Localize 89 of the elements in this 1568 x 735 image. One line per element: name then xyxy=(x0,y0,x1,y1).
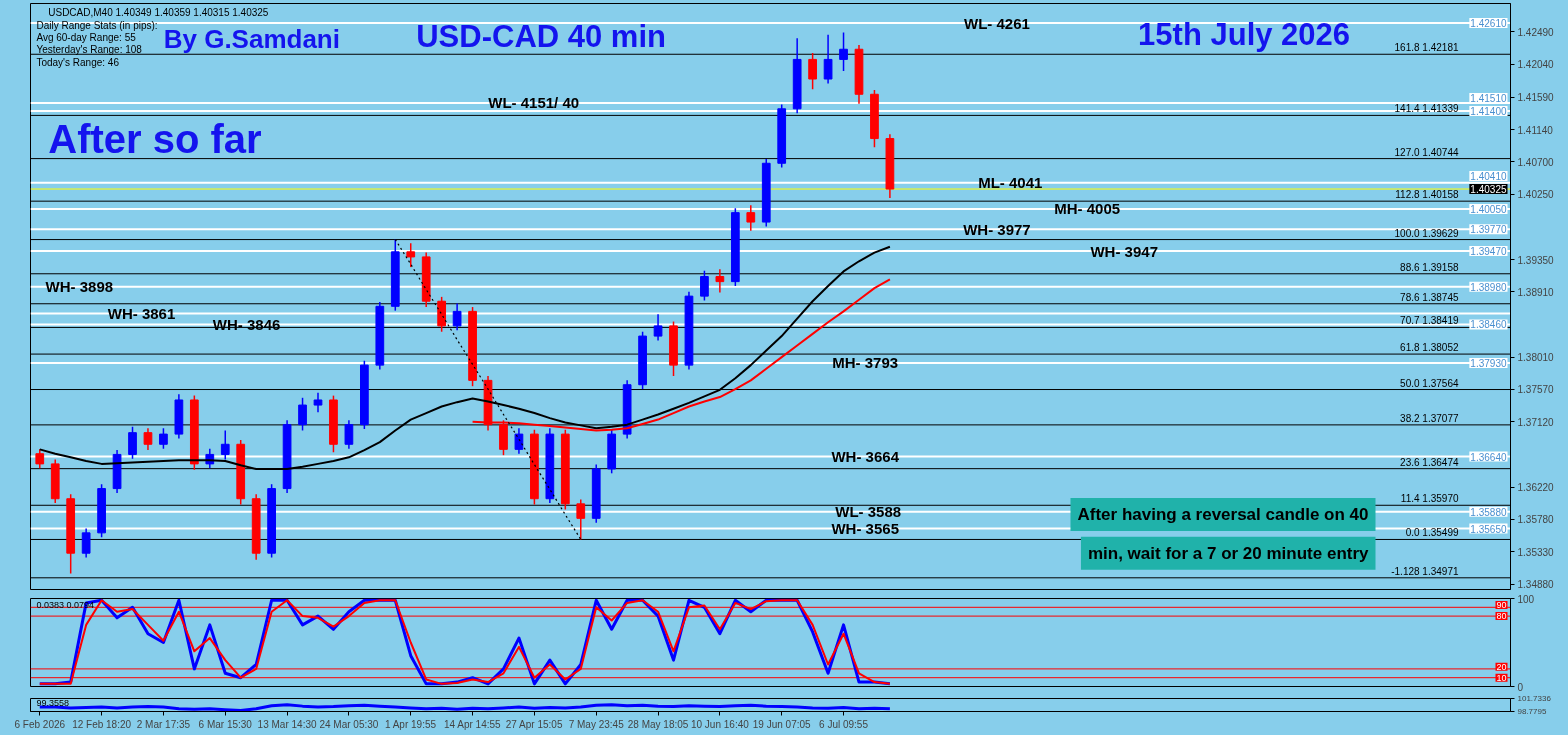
ref-line-label: 88.6 1.39158 xyxy=(1400,261,1459,273)
ref-line-label: 61.8 1.38052 xyxy=(1400,342,1459,354)
y-tick-label: 1.41140 xyxy=(1517,124,1554,136)
annotation: Yesterday's Range: 108 xyxy=(36,44,143,56)
ref-line-label: 141.4 1.41339 xyxy=(1394,103,1459,115)
annotation: MH- 4005 xyxy=(1054,200,1121,218)
ref-line-label: 50.0 1.37564 xyxy=(1400,377,1459,389)
y-tick-label: 101.7336 xyxy=(1517,694,1552,703)
x-tick-label: 2 Mar 17:35 xyxy=(136,718,191,730)
x-tick-label: 6 Feb 2026 xyxy=(14,718,66,730)
ref-line-label: 1.35650 xyxy=(1470,523,1507,535)
annotation: WH- 3861 xyxy=(107,305,176,323)
y-tick-label: 1.40700 xyxy=(1517,156,1555,168)
y-tick-label: 1.40250 xyxy=(1517,189,1555,201)
y-tick-label: 1.41590 xyxy=(1517,92,1555,104)
ref-line-label: 1.40050 xyxy=(1470,204,1507,215)
ref-line-label: 112.8 1.40158 xyxy=(1395,189,1459,201)
x-tick-label: 14 Apr 14:55 xyxy=(443,718,502,730)
ref-line-label: 1.38980 xyxy=(1470,281,1507,293)
ref-line-label: 1.39770 xyxy=(1470,224,1507,236)
y-tick-label: 100 xyxy=(1517,593,1535,605)
x-tick-label: 19 Jun 07:05 xyxy=(752,718,812,730)
ref-line-label: 38.2 1.37077 xyxy=(1400,412,1459,424)
annotation: USDCAD,M40 1.40349 1.40359 1.40315 1.40325 xyxy=(48,7,269,19)
y-tick-label: 1.35330 xyxy=(1517,546,1555,558)
annotation: WH- 3565 xyxy=(831,520,899,537)
ref-line-label: 80 xyxy=(1496,611,1507,622)
ref-line-label: 70.7 1.38419 xyxy=(1400,315,1459,327)
x-tick-label: 13 Mar 14:30 xyxy=(257,718,317,730)
y-tick-label: 98.7795 xyxy=(1517,707,1547,716)
ref-line-label: 23.6 1.36474 xyxy=(1400,456,1459,468)
ref-line-label: 1.38460 xyxy=(1470,319,1507,331)
x-tick-label: 28 May 18:05 xyxy=(627,718,689,730)
y-tick-label: 1.34880 xyxy=(1517,579,1555,591)
annotation: WH- 3947 xyxy=(1090,242,1158,260)
ref-line-label: 1.35880 xyxy=(1470,506,1507,518)
chart-title: 99.3558 xyxy=(36,697,69,708)
ref-line-label: 20 xyxy=(1496,661,1507,672)
y-tick-label: 1.37570 xyxy=(1517,384,1555,396)
ref-line-label: 100.0 1.39629 xyxy=(1394,227,1459,239)
y-tick-label: 1.37120 xyxy=(1517,416,1555,428)
x-tick-label: 7 May 23:45 xyxy=(568,718,625,730)
ref-line-label: 1.40325 xyxy=(1470,184,1507,196)
ref-line-label: 11.4 1.35970 xyxy=(1400,493,1459,505)
annotation: Today's Range: 46 xyxy=(36,56,120,68)
ref-line-label: 1.41510 xyxy=(1470,92,1507,104)
ref-line-label: 1.39470 xyxy=(1470,246,1507,258)
x-tick-label: 6 Jul 09:55 xyxy=(819,718,869,730)
y-tick-label: 1.38010 xyxy=(1517,352,1555,364)
text: After having a reversal candle on 40 min, wait for a 7 or 20 minute entry xyxy=(1077,504,1370,563)
y-tick-label: 1.39350 xyxy=(1517,254,1555,266)
y-tick-label: 1.42490 xyxy=(1517,26,1555,38)
ref-line-label: -1.128 1.34971 xyxy=(1391,565,1459,577)
ref-line-label: 90 xyxy=(1496,600,1507,611)
ref-line-label: 0.0 1.35499 xyxy=(1405,527,1459,539)
ref-line-label: 1.40410 xyxy=(1470,171,1507,183)
annotation: Daily Range Stats (in pips): xyxy=(36,19,158,31)
text: 15th July 2026 xyxy=(1138,17,1351,53)
annotation: MH- 3793 xyxy=(832,354,899,372)
ref-line-label: 78.6 1.38745 xyxy=(1400,291,1459,303)
x-tick-label: 24 Mar 05:30 xyxy=(319,718,379,730)
x-tick-label: 6 Mar 15:30 xyxy=(198,718,253,730)
annotation: WL- 4261 xyxy=(964,14,1030,32)
text: USD-CAD 40 min xyxy=(416,18,666,54)
annotation: After so far xyxy=(48,117,262,162)
x-tick-label: 10 Jun 16:40 xyxy=(690,718,750,730)
annotation: WH- 3977 xyxy=(963,220,1031,238)
annotation: Avg 60-day Range: 55 xyxy=(36,31,137,43)
y-tick-label: 0 xyxy=(1517,681,1524,693)
annotation: WH- 3898 xyxy=(45,278,114,296)
y-tick-label: 1.35780 xyxy=(1517,514,1555,526)
annotation: WL- 4151/ 40 xyxy=(488,94,580,112)
ref-line-label: 1.37930 xyxy=(1470,357,1507,369)
x-tick-label: 12 Feb 18:20 xyxy=(72,718,132,730)
x-tick-label: 27 Apr 15:05 xyxy=(505,718,563,730)
ref-line-label: 1.41400 xyxy=(1470,105,1507,117)
annotation: ML- 4041 xyxy=(978,174,1043,192)
ref-line-label: 10 xyxy=(1496,672,1507,683)
annotation: WL- 3588 xyxy=(835,503,902,521)
ref-line-label: 1.42610 xyxy=(1470,18,1507,30)
ref-line-label: 1.36640 xyxy=(1470,451,1507,463)
x-tick-label: 1 Apr 19:55 xyxy=(384,718,437,730)
ref-line-label: 127.0 1.40744 xyxy=(1394,146,1459,158)
y-tick-label: 1.36220 xyxy=(1517,482,1555,494)
y-tick-label: 1.42040 xyxy=(1517,59,1555,71)
y-tick-label: 1.38910 xyxy=(1517,286,1555,298)
ref-line-label: 161.8 1.42181 xyxy=(1394,42,1459,54)
annotation: By G.Samdani xyxy=(163,23,340,54)
annotation: WH- 3664 xyxy=(831,448,900,466)
